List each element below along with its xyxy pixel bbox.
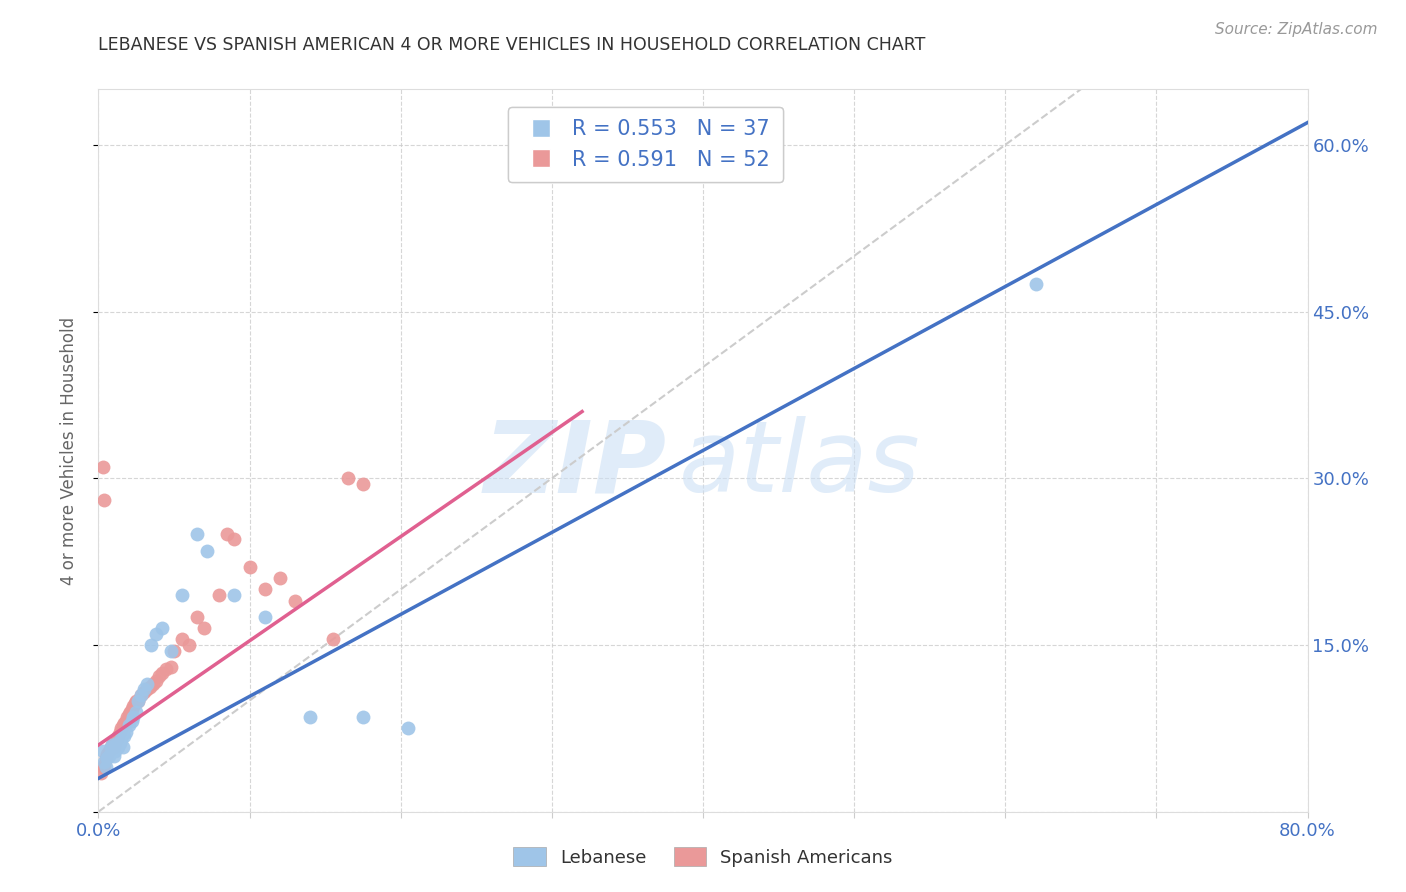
Point xyxy=(90,765,112,780)
Point xyxy=(224,533,246,547)
Point xyxy=(96,747,118,761)
Point xyxy=(396,722,419,736)
Legend: R = 0.553   N = 37, R = 0.591   N = 52: R = 0.553 N = 37, R = 0.591 N = 52 xyxy=(508,107,783,182)
Point xyxy=(100,740,122,755)
Point xyxy=(124,696,146,710)
Point xyxy=(253,582,276,597)
Point xyxy=(148,669,170,683)
Point xyxy=(93,755,115,769)
Point xyxy=(160,660,183,674)
Point xyxy=(170,632,193,647)
Point xyxy=(127,693,149,707)
Point xyxy=(150,665,173,680)
Point xyxy=(112,729,135,743)
Point xyxy=(193,621,215,635)
Point xyxy=(125,705,148,719)
Point xyxy=(253,610,276,624)
Point xyxy=(179,638,201,652)
Point xyxy=(299,710,322,724)
Point xyxy=(104,743,127,757)
Point xyxy=(145,673,167,688)
Point xyxy=(91,760,114,774)
Point xyxy=(98,743,121,757)
Point xyxy=(163,643,186,657)
Point xyxy=(91,460,114,475)
Point xyxy=(352,476,374,491)
Point xyxy=(111,718,134,732)
Point xyxy=(208,588,231,602)
Y-axis label: 4 or more Vehicles in Household: 4 or more Vehicles in Household xyxy=(59,317,77,584)
Point xyxy=(129,688,152,702)
Point xyxy=(121,714,143,728)
Point xyxy=(91,743,114,757)
Point xyxy=(186,610,208,624)
Point xyxy=(114,714,136,728)
Point xyxy=(103,749,125,764)
Point xyxy=(141,638,163,652)
Point xyxy=(118,718,141,732)
Point xyxy=(135,682,157,697)
Point xyxy=(142,677,165,691)
Point xyxy=(101,738,124,752)
Point xyxy=(115,710,138,724)
Text: LEBANESE VS SPANISH AMERICAN 4 OR MORE VEHICLES IN HOUSEHOLD CORRELATION CHART: LEBANESE VS SPANISH AMERICAN 4 OR MORE V… xyxy=(98,36,925,54)
Point xyxy=(120,705,142,719)
Point xyxy=(105,736,128,750)
Point xyxy=(135,677,157,691)
Point xyxy=(94,760,117,774)
Text: atlas: atlas xyxy=(679,417,921,514)
Point xyxy=(322,632,344,647)
Point xyxy=(336,471,359,485)
Point xyxy=(107,740,129,755)
Point xyxy=(155,662,177,676)
Point xyxy=(122,710,145,724)
Point xyxy=(114,724,136,739)
Point xyxy=(284,593,307,607)
Point xyxy=(96,751,118,765)
Point xyxy=(170,588,193,602)
Point xyxy=(186,526,208,541)
Point xyxy=(224,588,246,602)
Point xyxy=(122,699,145,714)
Point xyxy=(132,682,155,697)
Point xyxy=(127,693,149,707)
Point xyxy=(132,684,155,698)
Point xyxy=(239,560,262,574)
Point xyxy=(93,493,115,508)
Point xyxy=(215,526,238,541)
Point xyxy=(108,736,131,750)
Point xyxy=(93,758,115,772)
Point xyxy=(112,715,135,730)
Point xyxy=(125,693,148,707)
Point xyxy=(160,643,183,657)
Point xyxy=(118,706,141,721)
Point xyxy=(111,740,134,755)
Legend: Lebanese, Spanish Americans: Lebanese, Spanish Americans xyxy=(506,840,900,874)
Point xyxy=(101,738,124,752)
Point xyxy=(195,543,218,558)
Point xyxy=(352,710,374,724)
Point xyxy=(100,740,122,755)
Point xyxy=(103,740,125,755)
Point xyxy=(121,702,143,716)
Point xyxy=(110,722,132,736)
Text: Source: ZipAtlas.com: Source: ZipAtlas.com xyxy=(1215,22,1378,37)
Point xyxy=(269,571,291,585)
Point xyxy=(98,749,121,764)
Point xyxy=(94,751,117,765)
Point xyxy=(104,736,127,750)
Point xyxy=(145,627,167,641)
Point xyxy=(107,729,129,743)
Point xyxy=(1024,277,1046,291)
Text: ZIP: ZIP xyxy=(484,417,666,514)
Point xyxy=(105,732,128,747)
Point xyxy=(129,688,152,702)
Point xyxy=(139,680,162,694)
Point xyxy=(150,621,173,635)
Point xyxy=(108,724,131,739)
Point xyxy=(110,732,132,747)
